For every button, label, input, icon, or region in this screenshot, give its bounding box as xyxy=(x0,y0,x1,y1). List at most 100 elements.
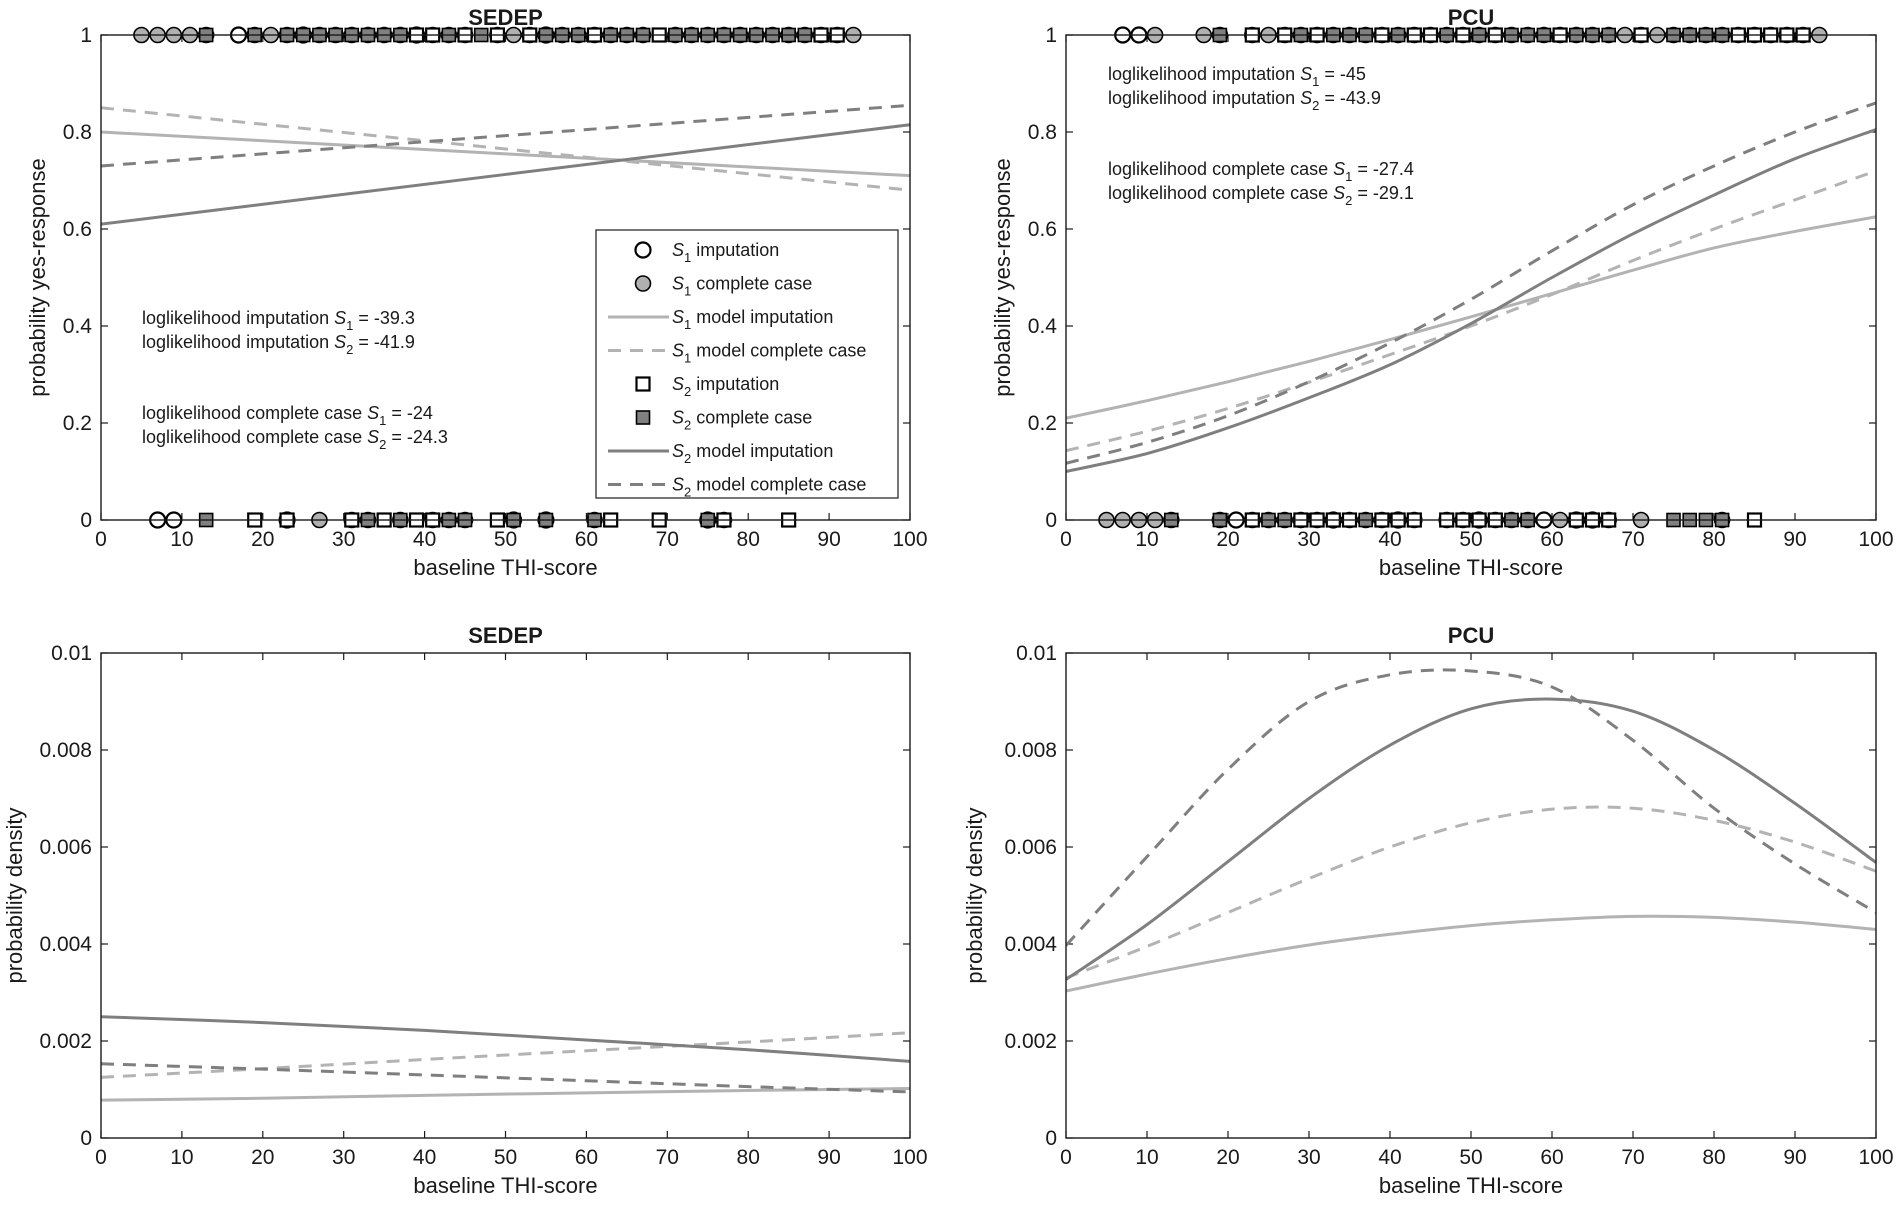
y-tick-label: 0.004 xyxy=(1004,933,1057,956)
x-tick-label: 20 xyxy=(1216,1146,1239,1169)
series-line-dashed-dark xyxy=(1066,101,1876,465)
legend-label: S1 imputation xyxy=(672,240,779,265)
loglikelihood-annotation: loglikelihood complete case S2 = -29.1 xyxy=(1108,183,1414,208)
legend-marker-swatch xyxy=(634,275,652,292)
x-tick-label: 80 xyxy=(1702,528,1725,551)
panel-title: PCU xyxy=(1448,623,1494,648)
legend-item-s1_cc_marker: S1 complete case xyxy=(634,274,812,299)
legend-label: S1 complete case xyxy=(672,274,812,299)
x-tick-label: 50 xyxy=(494,528,517,551)
x-tick-label: 60 xyxy=(575,1146,598,1169)
panel-pcu-density: PCU 0 10 20 30 40 50 60 70 80 90 100 0 0.002 0.004 0.00… xyxy=(962,623,1894,1198)
panel-sedep-response: SEDEP 0 10 20 30 40 50 60 70 80 90 100 0 0.2 0.4 0.6 0.8… xyxy=(25,5,928,580)
legend-marker-swatch xyxy=(634,241,652,259)
axes-frame xyxy=(100,34,911,521)
legend-item-s1_imp_marker: S1 imputation xyxy=(634,240,779,265)
x-tick-label: 90 xyxy=(1783,1146,1806,1169)
legend-item-s2_model_imp: S2 model imputation xyxy=(608,441,833,466)
x-tick-label: 90 xyxy=(817,1146,840,1169)
legend-label: S1 model complete case xyxy=(672,341,866,366)
legend-box xyxy=(595,229,899,499)
y-tick-label: 0.8 xyxy=(63,121,92,144)
x-axis-label: baseline THI-score xyxy=(413,1173,597,1198)
x-axis-label: baseline THI-score xyxy=(1379,555,1563,580)
x-tick-label: 90 xyxy=(817,528,840,551)
x-tick-label: 40 xyxy=(413,528,436,551)
x-tick-label: 10 xyxy=(1135,1146,1158,1169)
x-tick-label: 10 xyxy=(1135,528,1158,551)
x-tick-label: 60 xyxy=(575,528,598,551)
curves xyxy=(101,1015,910,1102)
loglikelihood-annotation: loglikelihood imputation S1 = -45 xyxy=(1108,64,1366,89)
markers xyxy=(1098,26,1828,529)
series-line-dashed-light xyxy=(1066,169,1876,453)
y-axis-label: probability yes-response xyxy=(990,158,1015,396)
x-tick-label: 10 xyxy=(170,528,193,551)
y-tick-label: 0.6 xyxy=(1028,218,1057,241)
x-tick-label: 20 xyxy=(1216,528,1239,551)
x-tick-label: 10 xyxy=(170,1146,193,1169)
x-tick-label: 30 xyxy=(1297,528,1320,551)
x-tick-label: 70 xyxy=(1621,1146,1644,1169)
legend-label: S2 model complete case xyxy=(672,475,866,500)
loglikelihood-annotation: loglikelihood imputation S1 = -39.3 xyxy=(142,308,415,333)
y-axis-label: probability density xyxy=(962,807,987,983)
series-line-solid-dark xyxy=(1066,697,1876,981)
y-axis-label: probability density xyxy=(2,807,27,983)
x-tick-label: 20 xyxy=(251,528,274,551)
loglikelihood-annotation: loglikelihood complete case S1 = -24 xyxy=(142,403,433,428)
x-tick-label: 40 xyxy=(1378,1146,1401,1169)
legend-item-s2_model_cc: S2 model complete case xyxy=(608,475,866,500)
axes-frame xyxy=(1065,34,1877,521)
series-line-dashed-dark xyxy=(1066,668,1876,947)
panel-pcu-response: PCU 0 10 20 30 40 50 60 70 80 90 100 0 0.2 0.4 0.6 0.8 1 b… xyxy=(990,5,1894,580)
y-tick-label: 0.01 xyxy=(51,642,92,665)
panel-sedep-density: SEDEP 0 10 20 30 40 50 60 70 80 90 100 0 0.002 0.004 0.… xyxy=(2,623,928,1198)
series-line-dashed-light xyxy=(101,106,910,192)
y-tick-label: 0 xyxy=(80,1127,92,1150)
legend: S1 imputation S1 complete case S1 model im… xyxy=(595,229,899,500)
x-tick-label: 90 xyxy=(1783,528,1806,551)
x-axis-label: baseline THI-score xyxy=(1379,1173,1563,1198)
legend-marker-swatch xyxy=(635,376,651,392)
y-tick-label: 0.006 xyxy=(1004,836,1057,859)
legend-label: S2 imputation xyxy=(672,374,779,399)
curves xyxy=(1066,101,1876,473)
y-tick-label: 0.004 xyxy=(39,933,92,956)
y-tick-label: 0.2 xyxy=(1028,412,1057,435)
panel-title: PCU xyxy=(1448,5,1494,30)
x-tick-label: 60 xyxy=(1540,528,1563,551)
y-tick-label: 0.4 xyxy=(1028,315,1058,338)
y-tick-label: 0.01 xyxy=(1016,642,1057,665)
x-tick-label: 80 xyxy=(737,528,760,551)
y-tick-label: 0.4 xyxy=(63,315,93,338)
x-tick-label: 60 xyxy=(1540,1146,1563,1169)
x-tick-label: 100 xyxy=(892,528,927,551)
series-line-dashed-dark xyxy=(101,1062,910,1094)
y-tick-label: 0.002 xyxy=(39,1030,92,1053)
loglikelihood-annotation: loglikelihood imputation S2 = -43.9 xyxy=(1108,88,1381,113)
y-tick-label: 0.002 xyxy=(1004,1030,1057,1053)
axes-frame xyxy=(1065,652,1877,1139)
y-tick-label: 0.6 xyxy=(63,218,92,241)
x-tick-label: 100 xyxy=(1858,528,1893,551)
panel-title: SEDEP xyxy=(468,5,543,30)
legend-item-s2_cc_marker: S2 complete case xyxy=(635,408,812,433)
x-tick-label: 70 xyxy=(656,528,679,551)
y-axis-label: probability yes-response xyxy=(25,158,50,396)
loglikelihood-annotation: loglikelihood imputation S2 = -41.9 xyxy=(142,332,415,357)
series-line-solid-dark xyxy=(1066,128,1876,473)
y-tick-label: 0.008 xyxy=(1004,739,1057,762)
legend-item-s1_model_imp: S1 model imputation xyxy=(608,307,833,332)
y-tick-label: 0.8 xyxy=(1028,121,1057,144)
x-tick-label: 30 xyxy=(1297,1146,1320,1169)
legend-item-s2_imp_marker: S2 imputation xyxy=(635,374,779,399)
x-tick-label: 80 xyxy=(737,1146,760,1169)
x-tick-label: 70 xyxy=(656,1146,679,1169)
x-tick-label: 30 xyxy=(332,1146,355,1169)
x-tick-label: 30 xyxy=(332,528,355,551)
loglikelihood-annotation: loglikelihood complete case S1 = -27.4 xyxy=(1108,159,1414,184)
y-tick-label: 0 xyxy=(80,509,92,532)
x-tick-label: 40 xyxy=(1378,528,1401,551)
series-line-solid-light xyxy=(1066,215,1876,420)
